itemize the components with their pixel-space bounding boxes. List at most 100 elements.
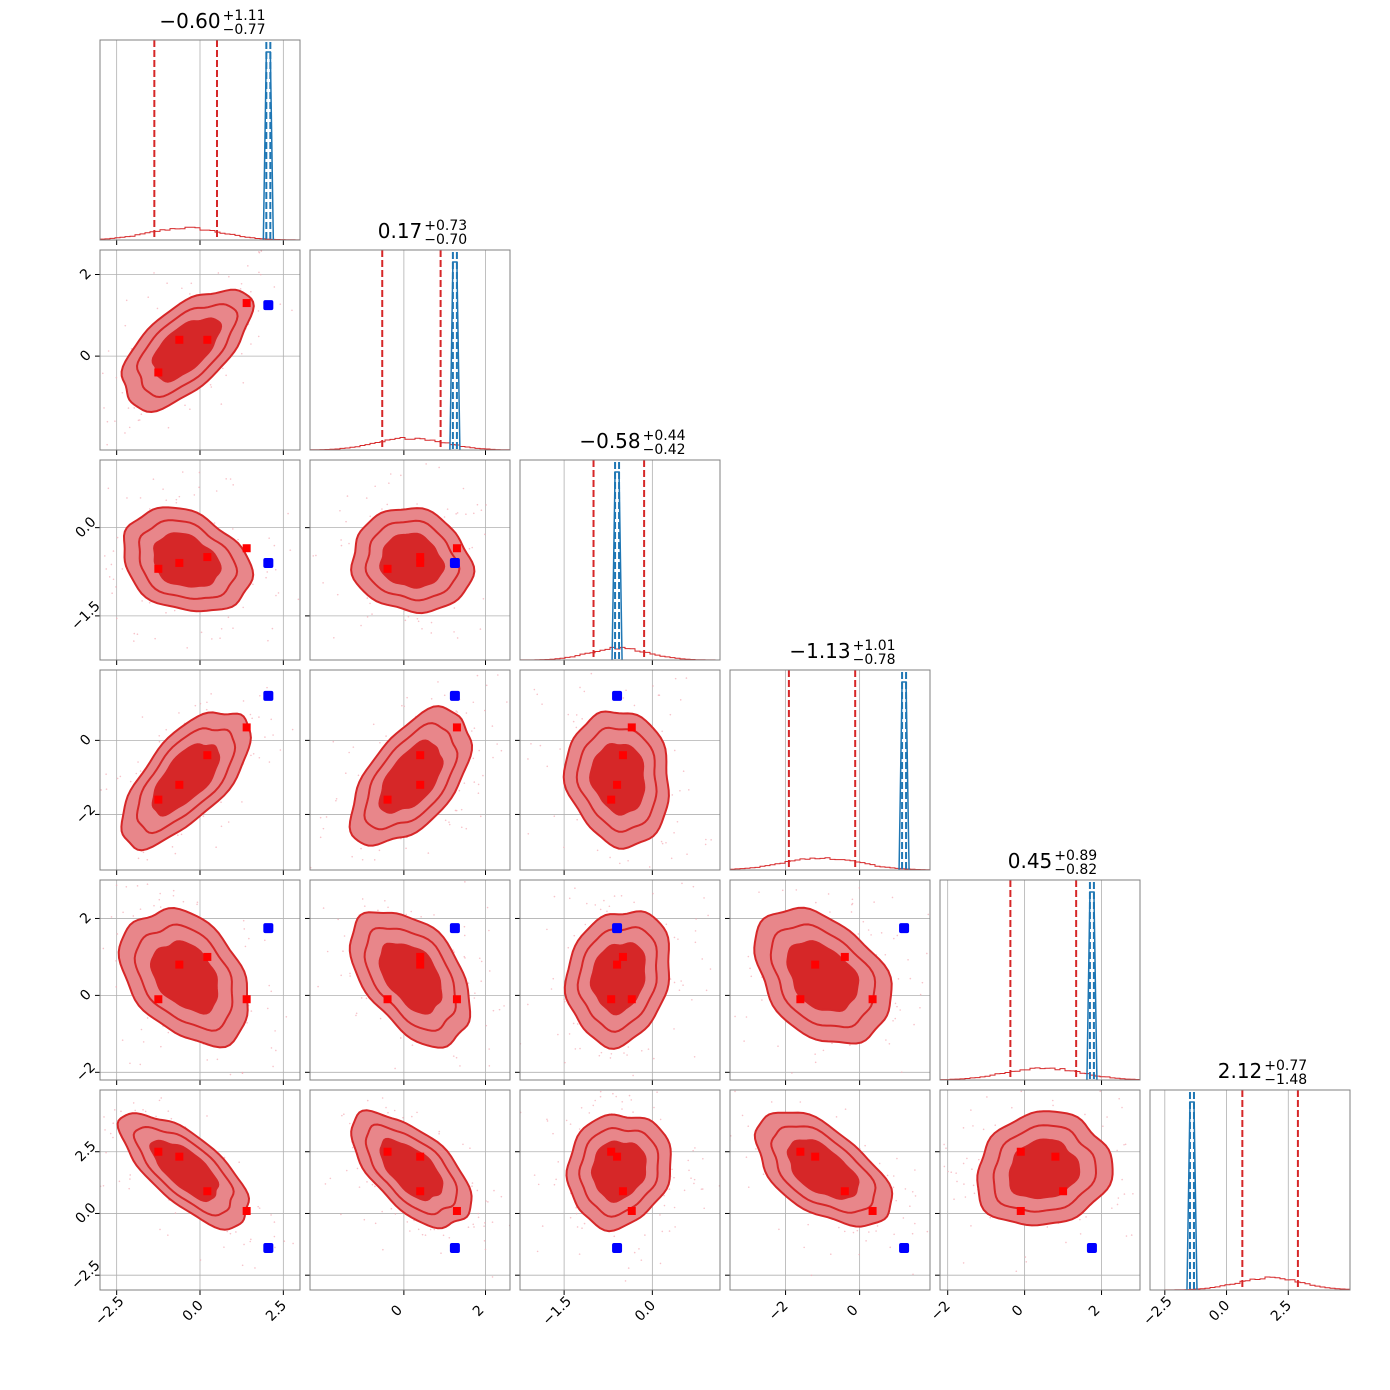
sample-point <box>351 1146 354 1149</box>
sample-point <box>480 980 483 982</box>
sample-point <box>278 508 280 510</box>
sample-point <box>115 986 118 988</box>
sample-point <box>625 689 627 692</box>
sample-point <box>624 904 626 906</box>
sample-point <box>473 781 476 783</box>
sample-point <box>1157 1180 1159 1182</box>
sample-point <box>893 937 895 940</box>
sample-point <box>410 910 413 913</box>
sample-point <box>749 967 751 970</box>
sample-point <box>626 1054 628 1056</box>
marker-point <box>1016 1147 1025 1156</box>
sample-point <box>250 290 252 293</box>
panel-title-lower-5: −1.48 <box>1264 1072 1307 1088</box>
sample-point <box>319 816 322 819</box>
sample-point <box>307 591 309 593</box>
sample-point <box>345 520 347 523</box>
sample-point <box>889 1246 892 1249</box>
sample-point <box>814 1053 816 1055</box>
sample-point <box>1024 1256 1027 1258</box>
sample-point <box>500 749 503 752</box>
truth-histogram <box>611 471 623 660</box>
sample-point <box>862 920 865 923</box>
sample-point <box>165 728 168 731</box>
sample-point <box>273 1221 276 1223</box>
marker-point <box>618 952 627 961</box>
sample-point <box>148 508 151 510</box>
sample-point <box>569 1216 572 1219</box>
sample-point <box>950 1171 953 1174</box>
sample-point <box>465 827 468 830</box>
sample-point <box>188 873 190 875</box>
sample-point <box>107 487 110 490</box>
sample-point <box>303 1094 305 1096</box>
sample-point <box>133 640 135 642</box>
sample-point <box>583 1222 586 1225</box>
x-tick-label: 2.5 <box>1268 1298 1295 1325</box>
sample-point <box>620 894 623 897</box>
sample-point <box>473 997 476 999</box>
sample-point <box>970 1225 972 1227</box>
sample-point <box>725 920 727 922</box>
marker-point <box>416 960 425 969</box>
sample-point <box>572 1022 575 1025</box>
sample-point <box>914 1169 916 1171</box>
sample-point <box>953 1198 955 1201</box>
marker-point <box>242 1206 251 1215</box>
sample-point <box>420 915 422 918</box>
sample-point <box>964 1196 967 1198</box>
sample-point <box>312 1087 314 1089</box>
sample-point <box>223 1246 225 1248</box>
sample-point <box>438 466 440 469</box>
sample-point <box>470 730 473 732</box>
sample-point <box>692 885 695 888</box>
sample-point <box>1051 1099 1054 1102</box>
sample-point <box>156 307 159 310</box>
sample-point <box>452 1055 455 1057</box>
sample-point <box>750 975 753 978</box>
sample-point <box>515 1076 517 1078</box>
sample-point <box>140 413 143 415</box>
sample-point <box>103 407 105 409</box>
sample-point <box>484 1222 486 1224</box>
sample-point <box>856 1229 859 1232</box>
sample-point <box>102 947 105 950</box>
sample-point <box>181 287 183 290</box>
sample-point <box>425 463 427 465</box>
sample-point <box>407 615 410 618</box>
panel-5-4: −2 0 2 <box>928 1089 1170 1324</box>
sample-point <box>986 1096 988 1098</box>
truth-marker <box>612 690 623 701</box>
sample-point <box>557 1161 560 1163</box>
sample-point <box>210 386 213 388</box>
sample-point <box>747 1186 750 1189</box>
sample-point <box>835 1116 838 1118</box>
sample-point <box>358 1186 361 1188</box>
sample-point <box>710 839 712 841</box>
marker-point <box>383 795 392 804</box>
x-tick-label: −2.5 <box>1140 1293 1175 1328</box>
sample-point <box>673 831 675 834</box>
contour-inner <box>786 940 860 1013</box>
sample-point <box>455 809 458 812</box>
marker-point <box>242 299 251 308</box>
sample-point <box>621 1092 623 1094</box>
sample-point <box>1168 1233 1170 1235</box>
sample-point <box>287 586 289 588</box>
sample-point <box>172 894 175 897</box>
sample-point <box>1132 1192 1134 1195</box>
sample-point <box>337 918 339 921</box>
sample-point <box>336 593 339 596</box>
sample-point <box>791 1072 793 1074</box>
sample-point <box>371 1183 374 1186</box>
sample-point <box>546 928 548 931</box>
axes-frame <box>519 459 721 661</box>
sample-point <box>702 1157 704 1160</box>
sample-point <box>97 1120 99 1122</box>
sample-point <box>428 1101 430 1103</box>
axes-frame <box>729 879 931 1081</box>
sample-point <box>274 568 277 571</box>
marker-point <box>175 335 184 344</box>
sample-point <box>105 773 107 775</box>
sample-point <box>578 1253 581 1255</box>
